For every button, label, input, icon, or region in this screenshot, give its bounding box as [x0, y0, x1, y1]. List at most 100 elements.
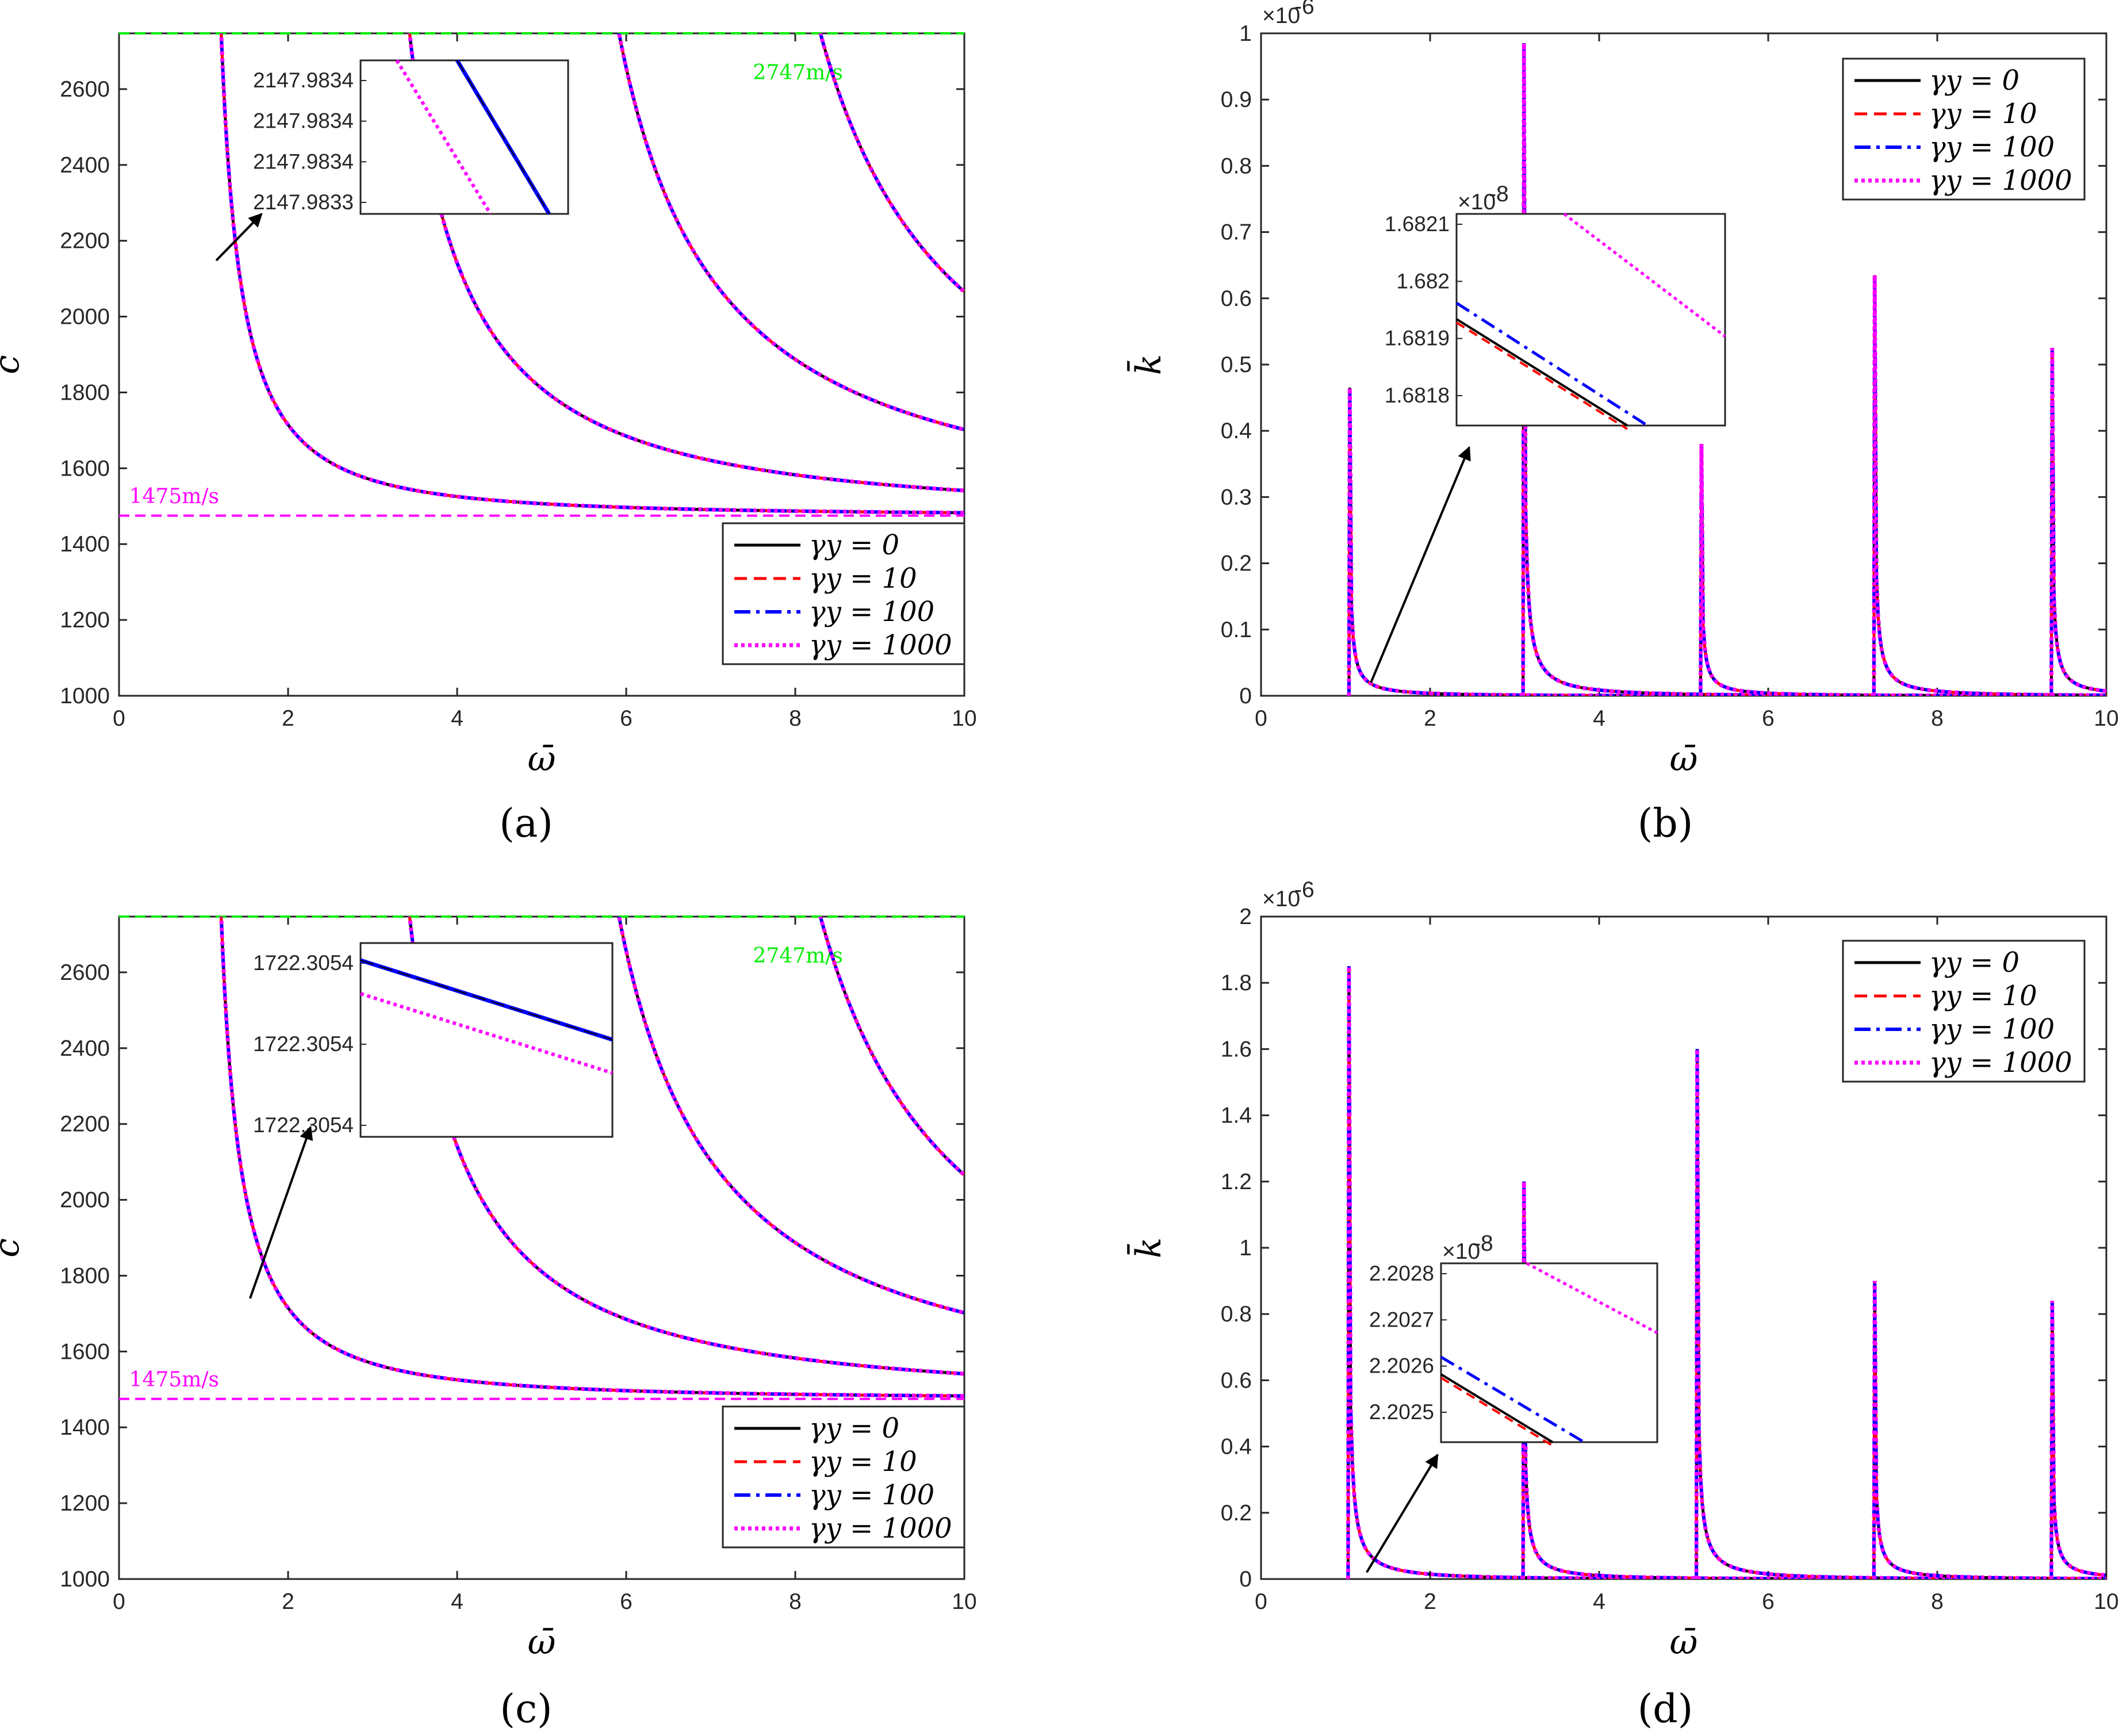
y-tick-label: 1400	[60, 1415, 110, 1440]
mode-2-series-3	[616, 917, 964, 1315]
y-exponent-label: ×10	[1262, 3, 1300, 28]
axes-b: 0 2 4 6 8 10 0 0.1 0.2 0.3 0.4 0.5 0.6 0.7 0.8 0.9 1 ω̄ k̄…	[1127, 0, 2119, 779]
mode-3-series-2	[1872, 1281, 2106, 1579]
x-axis-label: ω̄	[1670, 739, 1698, 779]
mode-3-series-1	[1872, 1281, 2106, 1579]
y-tick-label: 1.6	[1221, 1037, 1252, 1061]
mode-3-series-3	[1872, 1281, 2106, 1579]
x-tick-label: 2	[1424, 706, 1436, 731]
legend-entry: γy = 1000	[809, 629, 952, 661]
inset-tick-label: 1.682	[1396, 269, 1450, 293]
y-tick-label: 0.4	[1221, 419, 1252, 443]
mode-4-series-0	[2049, 1301, 2106, 1579]
mode-3-series-0	[1872, 1281, 2106, 1579]
inset-exponent-label: ×10	[1458, 190, 1496, 214]
y-tick-label: 0.4	[1221, 1435, 1252, 1459]
mode-4-series-1	[2049, 1301, 2106, 1579]
legend-entry: γy = 1000	[1929, 164, 2072, 197]
y-tick-label: 0.7	[1221, 220, 1252, 245]
zoom-arrow	[1370, 446, 1471, 683]
legend-entry: γy = 0	[1929, 64, 2019, 97]
inset-tick-label: 2.2027	[1369, 1308, 1434, 1331]
legend-entry: γy = 10	[809, 562, 917, 595]
inset-tick-label: 2147.9833	[253, 190, 354, 214]
inset-tick-label: 1.6818	[1385, 384, 1450, 407]
zoom-arrow	[1366, 1453, 1439, 1573]
mode-3-series-2	[818, 917, 964, 1176]
axes-d: 0 2 4 6 8 10 0 0.2 0.4 0.6 0.8 1 1.2 1.4 1.6 1.8 2 ω̄ k̄ ×1…	[1127, 877, 2119, 1662]
y-tick-label: 0.2	[1221, 551, 1252, 576]
x-axis-label: ω̄	[528, 739, 556, 779]
mode-2-series-3	[1694, 1049, 2106, 1579]
y-exponent-label: ×10	[1262, 887, 1300, 911]
y-tick-label: 1800	[60, 380, 110, 405]
y-tick-label: 2600	[60, 77, 110, 102]
inset-series-magenta	[395, 59, 492, 215]
axes-a: 0 2 4 6 8 10 1000 1200 1400 1600 1800 2000 2200 2400 2…	[0, 32, 977, 779]
x-tick-label: 6	[620, 706, 633, 731]
x-tick-label: 6	[1762, 1589, 1775, 1614]
legend-entry: γy = 1000	[809, 1512, 952, 1545]
x-tick-label: 4	[451, 1589, 463, 1614]
x-tick-label: 8	[1931, 706, 1944, 731]
x-tick-label: 10	[2094, 1589, 2118, 1614]
mode-3-series-2	[1872, 275, 2106, 696]
y-tick-label: 0.6	[1221, 1368, 1252, 1393]
y-axis-label: k̄	[1127, 1237, 1169, 1258]
y-tick-label: 2	[1239, 905, 1252, 929]
axes-c: 0 2 4 6 8 10 1000 1200 1400 1600 1800 2000 2200 2400 2…	[0, 915, 977, 1662]
x-tick-label: 6	[1762, 706, 1775, 731]
inset-exponent-power: -8	[1473, 1231, 1493, 1256]
mode-2-series-3	[616, 33, 964, 432]
mode-2-series-2	[1699, 444, 2106, 696]
legend-box	[722, 1405, 965, 1549]
y-tick-label: 0	[1239, 1567, 1252, 1592]
y-tick-label: 0.5	[1221, 352, 1252, 377]
mode-3-series-3	[1872, 275, 2106, 696]
x-tick-label: 10	[952, 706, 976, 731]
mode-3-series-0	[819, 33, 964, 293]
mode-3-series-3	[818, 33, 964, 293]
x-tick-label: 4	[1593, 706, 1605, 731]
inset-tick-label: 1722.3054	[253, 1113, 354, 1137]
x-tick-label: 4	[451, 706, 463, 731]
caption-a: (a)	[499, 801, 553, 846]
x-tick-label: 2	[282, 1589, 294, 1614]
legend-entry: γy = 10	[1929, 980, 2037, 1012]
legend-entry: γy = 0	[1929, 946, 2019, 979]
zoom-arrow	[215, 213, 263, 262]
mode-2-series-2	[1695, 1049, 2106, 1579]
x-tick-label: 0	[113, 706, 125, 731]
legend-entry: γy = 100	[809, 596, 934, 628]
y-tick-label: 2600	[60, 960, 110, 985]
mode-4-series-1	[2049, 348, 2106, 696]
y-tick-label: 2000	[60, 305, 110, 329]
y-tick-label: 1600	[60, 1339, 110, 1364]
zoom-inset: 2.2028 2.2027 2.2026 2.2025 ×10-8	[1369, 1231, 1658, 1447]
inset-exponent-label: ×10	[1442, 1239, 1480, 1264]
zoom-arrow	[248, 1125, 313, 1299]
inset-series-red	[1440, 1377, 1554, 1447]
inset-series-red	[1455, 321, 1628, 430]
x-tick-label: 6	[620, 1589, 633, 1614]
mode-0-series-3	[219, 33, 964, 515]
inset-tick-label: 2147.9834	[253, 150, 354, 173]
mode-4-series-3	[2049, 1301, 2106, 1579]
mode-0-series-1	[1347, 388, 2106, 696]
y-tick-label: 1200	[60, 1491, 110, 1516]
zoom-inset: 1722.3054 1722.3054 1722.3054	[253, 942, 614, 1138]
legend-entry: γy = 100	[1929, 1013, 2055, 1045]
mode-4-series-0	[2049, 348, 2106, 696]
inset-tick-label: 2.2028	[1369, 1262, 1434, 1285]
mode-1-series-3	[407, 33, 964, 493]
legend-entry: γy = 0	[809, 1412, 899, 1444]
mode-0-series-2	[1347, 388, 2106, 696]
y-axis-label: c	[0, 1238, 27, 1258]
legend-entry: γy = 1000	[1929, 1047, 2072, 1079]
y-tick-label: 1200	[60, 608, 110, 633]
y-tick-label: 0.9	[1221, 87, 1252, 112]
mode-4-series-2	[2049, 1301, 2106, 1579]
y-axis-label: c	[0, 355, 27, 374]
